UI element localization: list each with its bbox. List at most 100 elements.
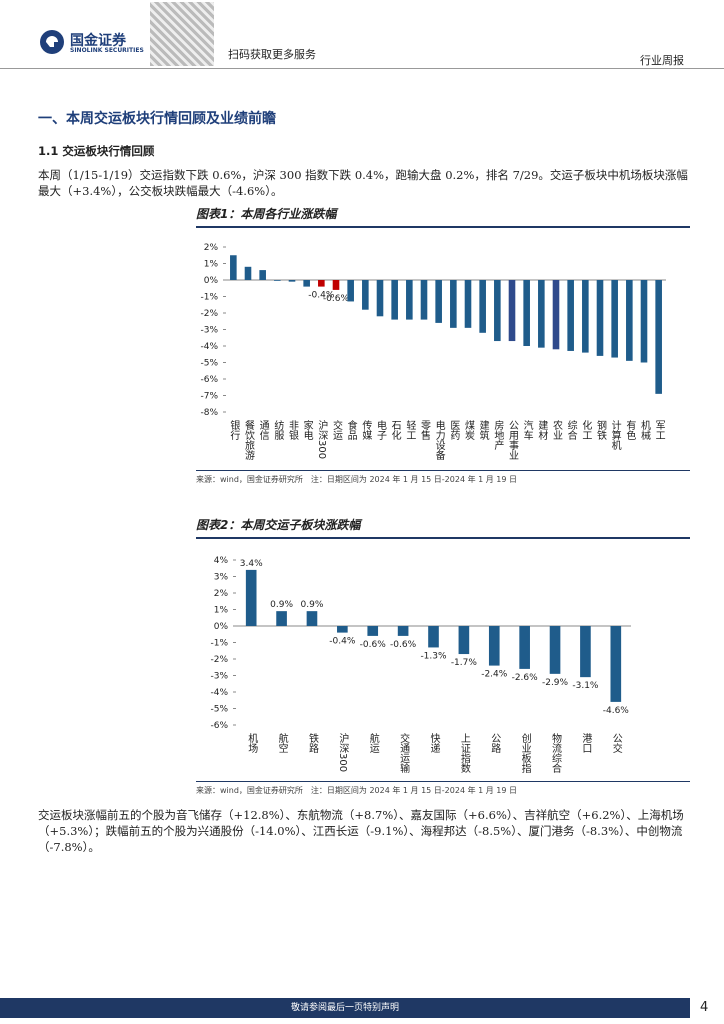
bar [610,626,622,702]
bar [538,280,545,348]
x-tick-label: 传媒 [360,420,372,441]
bar [450,280,457,328]
bar [519,626,530,669]
x-tick-label: 交运 [331,419,343,441]
bar [362,280,369,310]
y-tick-label: 1% [214,606,229,616]
bar [428,626,439,648]
x-tick-label: 建筑 [477,419,489,440]
x-tick-label: 纺服 [272,419,284,441]
y-tick-label: 2% [214,589,229,599]
y-tick-label: -5% [200,359,218,369]
x-tick-label: 房地产 [492,419,504,451]
x-tick-label: 非银 [287,420,299,441]
x-tick-label: 创业板指 [519,732,531,774]
bar [303,280,310,287]
bar [549,626,561,674]
bar [435,280,442,323]
figure-title: 图表2：本周交运子板块涨跌幅 [196,516,690,539]
data-label: 0.9% [270,600,293,610]
y-tick-label: -4% [210,688,228,698]
bar [479,280,486,333]
x-tick-label: 农业 [551,419,563,440]
bar [332,280,340,290]
bar [464,280,472,328]
data-label: -2.9% [542,678,569,688]
x-tick-label: 机械 [639,419,651,441]
x-tick-label: 沪深300 [316,419,328,459]
x-tick-label: 上证指数 [458,733,470,774]
x-tick-label: 机场 [246,732,258,754]
x-tick-label: 银行 [228,419,240,441]
data-label: -1.3% [420,651,447,661]
data-label: -0.6% [323,294,350,304]
data-label: -3.1% [572,681,599,691]
bar [306,611,318,626]
x-tick-label: 快递 [428,733,440,753]
bar [245,569,257,626]
bar [567,280,574,351]
bar [376,280,384,317]
y-tick-label: 4% [214,556,229,566]
bar [655,280,662,394]
logo-icon [40,30,64,54]
y-tick-label: -7% [200,392,218,402]
y-tick-label: 0% [214,622,229,632]
bar [406,280,413,320]
bar [244,266,252,280]
figure-title: 图表1：本周各行业涨跌幅 [196,205,690,228]
x-tick-label: 港口 [580,733,592,753]
bar [488,626,500,666]
x-tick-label: 电力设备 [433,419,445,461]
bar [259,270,266,280]
x-tick-label: 餐饮旅游 [243,419,255,461]
bar [494,280,501,342]
y-tick-label: 3% [214,573,229,583]
y-tick-label: 0% [204,276,219,286]
bar [337,626,348,633]
y-tick-label: -6% [210,721,228,731]
data-label: -1.7% [451,658,478,668]
x-tick-label: 铁路 [306,732,318,754]
bar [230,255,237,280]
paragraph: 交运板块涨幅前五的个股为音飞储存（+12.8%）、东航物流（+8.7%）、嘉友国… [38,808,684,854]
x-tick-label: 电子 [375,419,387,440]
bar [640,280,648,363]
y-tick-label: -4% [200,342,218,352]
x-tick-label: 公用事业 [507,420,519,460]
x-tick-label: 有色 [624,419,636,440]
y-tick-label: -1% [200,293,218,303]
x-tick-label: 建材 [536,419,548,440]
x-tick-label: 交通运输 [398,732,410,774]
x-tick-label: 航运 [367,732,379,754]
logo-cn: 国金证券 [70,33,126,49]
x-tick-label: 家电 [301,419,313,440]
data-label: -0.4% [308,291,335,301]
bar [458,626,470,655]
x-tick-label: 食品 [345,419,357,441]
y-tick-label: -2% [200,309,218,319]
header-rule [0,68,724,69]
x-tick-label: 军工 [653,420,665,440]
x-tick-label: 汽车 [521,419,533,441]
y-tick-label: -2% [210,655,228,665]
y-tick-label: -3% [200,326,218,336]
page-number: 4 [700,1000,709,1015]
x-tick-label: 物流综合 [550,732,562,774]
bar [397,626,409,636]
bar [523,280,530,346]
x-tick-label: 沪深300 [337,732,349,772]
y-tick-label: 1% [204,260,219,270]
bar [274,280,281,281]
data-label: -0.4% [329,637,356,647]
x-tick-label: 钢铁 [595,419,607,441]
figure-source: 来源：wind，国金证券研究所 注：日期区间为 2024 年 1 月 15 日-… [196,470,690,485]
bar [552,280,560,350]
bar [596,280,604,356]
bar [318,280,325,287]
data-label: -2.6% [512,673,539,683]
chart: 4% 3% 2% 1% 0% -1% -2% -3% -4% -5% -6% 机场 3.4% 航空 0.9%… [210,556,631,774]
logo-en: SINOLINK SECURITIES [70,47,144,54]
bar [508,280,516,342]
